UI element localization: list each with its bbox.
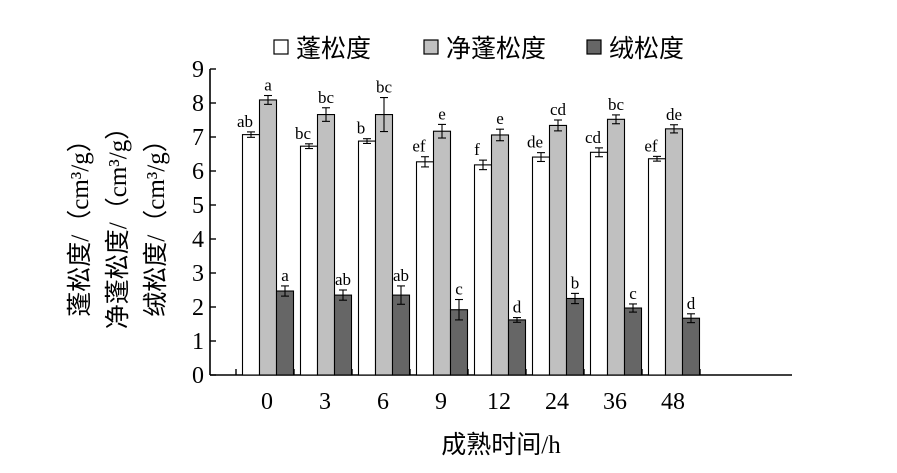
y-tick-label: 0 — [192, 363, 204, 389]
legend-swatch — [273, 39, 289, 55]
bar — [565, 297, 585, 376]
y-tick-label: 1 — [192, 329, 204, 355]
significance-label: e — [438, 104, 446, 123]
bar — [316, 114, 336, 376]
legend-swatch — [423, 39, 439, 55]
significance-label: ef — [644, 136, 658, 155]
significance-label: cd — [585, 128, 602, 147]
x-tick-label: 48 — [661, 389, 685, 415]
significance-label: cd — [550, 100, 567, 119]
y-axis-title-line: 蓬松度/（cm³/g） — [66, 127, 94, 316]
significance-label: d — [687, 294, 696, 313]
bar — [374, 114, 394, 376]
bar — [333, 294, 353, 376]
bar — [357, 140, 377, 376]
y-tick-label: 2 — [192, 295, 204, 321]
legend-label: 蓬松度 — [296, 35, 371, 63]
legend-label: 绒松度 — [609, 35, 684, 63]
x-tick-label: 6 — [377, 389, 389, 415]
significance-label: b — [571, 273, 580, 292]
y-tick-label: 7 — [192, 125, 204, 151]
bar — [623, 307, 643, 376]
significance-label: bc — [318, 88, 335, 107]
y-axis-title-line: 净蓬松度/（cm³/g） — [104, 115, 132, 329]
bar — [507, 319, 527, 376]
bar — [473, 164, 493, 376]
y-tick-label: 8 — [192, 91, 204, 117]
y-tick-label: 6 — [192, 159, 204, 185]
significance-label: ab — [393, 266, 409, 285]
significance-label: bc — [295, 124, 312, 143]
legend-label: 净蓬松度 — [446, 35, 546, 63]
bar — [241, 134, 261, 376]
bar — [589, 151, 609, 376]
x-tick-label: 0 — [261, 389, 273, 415]
bar — [258, 99, 278, 376]
bar — [531, 156, 551, 376]
x-axis-title: 成熟时间/h — [441, 431, 561, 459]
significance-label: de — [666, 105, 682, 124]
y-tick-label: 5 — [192, 193, 204, 219]
bar — [299, 145, 319, 376]
significance-label: e — [496, 109, 504, 128]
bar — [391, 294, 411, 376]
x-tick-label: 36 — [603, 389, 627, 415]
significance-label: bc — [376, 78, 393, 97]
x-tick-label: 12 — [487, 389, 511, 415]
legend-swatch — [586, 39, 602, 55]
significance-label: f — [474, 140, 480, 159]
bar — [664, 128, 684, 376]
y-tick-label: 9 — [192, 57, 204, 83]
significance-label: a — [264, 76, 272, 95]
bar — [606, 118, 626, 376]
significance-label: ab — [335, 270, 351, 289]
bar — [548, 124, 568, 376]
x-tick-label: 24 — [545, 389, 569, 415]
significance-label: b — [357, 119, 366, 138]
significance-label: bc — [608, 95, 625, 114]
bar — [432, 130, 452, 376]
y-tick-label: 4 — [192, 227, 204, 253]
x-tick-label: 9 — [435, 389, 447, 415]
y-axis-title: 蓬松度/（cm³/g） 净蓬松度/（cm³/g） 绒松度/（cm³/g） — [66, 115, 170, 329]
bar — [275, 290, 295, 376]
significance-label: d — [513, 298, 522, 317]
significance-label: c — [629, 284, 637, 303]
y-axis-title-line: 绒松度/（cm³/g） — [142, 127, 170, 316]
significance-label: de — [527, 133, 543, 152]
bar — [681, 317, 701, 376]
significance-label: ab — [237, 112, 253, 131]
legend: 蓬松度 净蓬松度 绒松度 — [273, 35, 684, 63]
significance-label: a — [281, 266, 289, 285]
x-tick-label: 3 — [319, 389, 331, 415]
bar — [647, 158, 667, 376]
y-tick-label: 3 — [192, 261, 204, 287]
bar — [490, 134, 510, 376]
significance-label: c — [455, 280, 463, 299]
significance-label: ef — [412, 137, 426, 156]
bar — [415, 161, 435, 376]
